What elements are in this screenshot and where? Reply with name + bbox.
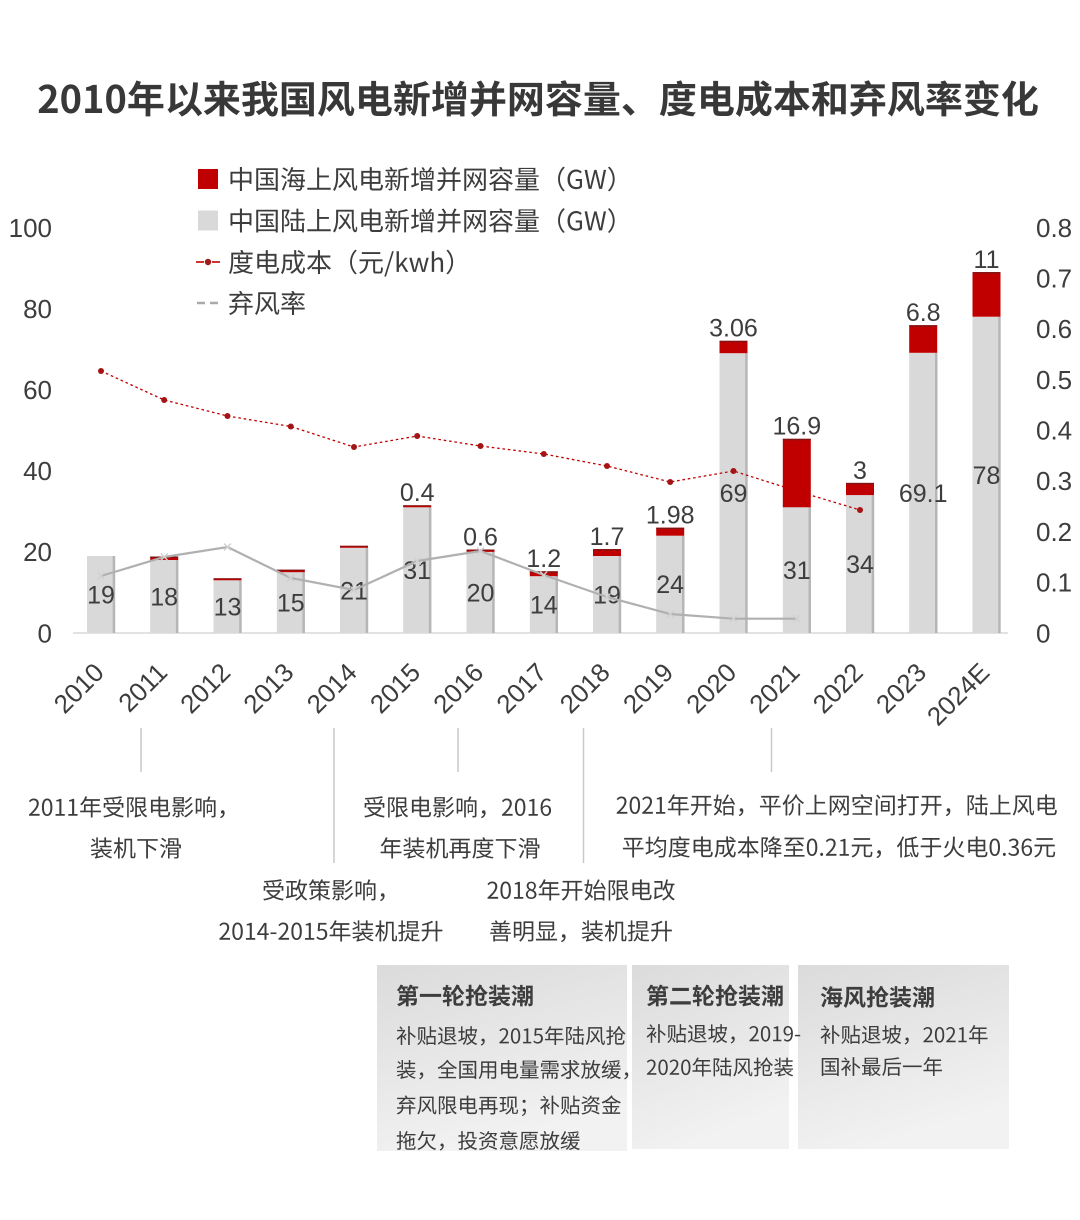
svg-text:11: 11 xyxy=(974,246,1000,274)
svg-text:15: 15 xyxy=(277,590,305,618)
svg-text:0.7: 0.7 xyxy=(1036,264,1072,294)
svg-text:0.4: 0.4 xyxy=(400,479,435,507)
svg-text:2016: 2016 xyxy=(427,657,489,719)
svg-text:20: 20 xyxy=(467,579,495,607)
svg-text:2015: 2015 xyxy=(364,657,426,719)
svg-text:3.06: 3.06 xyxy=(709,315,758,343)
svg-text:19: 19 xyxy=(87,581,115,609)
svg-text:6.8: 6.8 xyxy=(906,299,941,327)
svg-text:40: 40 xyxy=(23,456,52,486)
svg-text:80: 80 xyxy=(23,294,52,324)
svg-text:2022: 2022 xyxy=(807,657,869,719)
svg-text:19: 19 xyxy=(593,581,621,609)
svg-text:2010: 2010 xyxy=(48,657,110,719)
svg-text:0: 0 xyxy=(1036,618,1050,648)
svg-text:14: 14 xyxy=(530,592,558,620)
svg-text:34: 34 xyxy=(846,551,874,579)
svg-text:20: 20 xyxy=(23,537,52,567)
svg-text:0: 0 xyxy=(38,618,52,648)
svg-text:1.2: 1.2 xyxy=(526,545,561,573)
svg-text:0.8: 0.8 xyxy=(1036,213,1072,243)
svg-text:100: 100 xyxy=(9,213,52,243)
svg-text:2018: 2018 xyxy=(554,657,616,719)
svg-text:2020: 2020 xyxy=(680,657,742,719)
svg-text:0.4: 0.4 xyxy=(1036,416,1072,446)
svg-text:0.3: 0.3 xyxy=(1036,466,1072,496)
svg-text:0.2: 0.2 xyxy=(1036,517,1072,547)
svg-text:16.9: 16.9 xyxy=(772,413,821,441)
svg-text:0.5: 0.5 xyxy=(1036,365,1072,395)
svg-text:13: 13 xyxy=(214,594,242,622)
svg-text:2013: 2013 xyxy=(237,657,299,719)
svg-text:1.98: 1.98 xyxy=(646,502,695,530)
svg-text:2011: 2011 xyxy=(112,657,173,718)
svg-text:2012: 2012 xyxy=(174,657,236,719)
svg-text:31: 31 xyxy=(783,557,811,585)
svg-text:69: 69 xyxy=(720,480,748,508)
svg-text:0.6: 0.6 xyxy=(1036,314,1072,344)
svg-text:60: 60 xyxy=(23,375,52,405)
svg-text:2021: 2021 xyxy=(743,657,805,719)
svg-text:3: 3 xyxy=(853,457,867,485)
svg-text:18: 18 xyxy=(150,583,178,611)
svg-text:0.1: 0.1 xyxy=(1036,568,1072,598)
svg-text:78: 78 xyxy=(973,462,1001,490)
svg-text:2017: 2017 xyxy=(490,657,552,719)
svg-text:1.7: 1.7 xyxy=(590,523,625,551)
svg-text:2019: 2019 xyxy=(617,657,679,719)
svg-text:69.1: 69.1 xyxy=(899,480,948,508)
svg-text:2024E: 2024E xyxy=(921,657,995,731)
svg-text:21: 21 xyxy=(340,577,368,605)
svg-text:24: 24 xyxy=(656,571,684,599)
svg-text:0.6: 0.6 xyxy=(463,523,498,551)
svg-text:2014: 2014 xyxy=(301,657,363,719)
